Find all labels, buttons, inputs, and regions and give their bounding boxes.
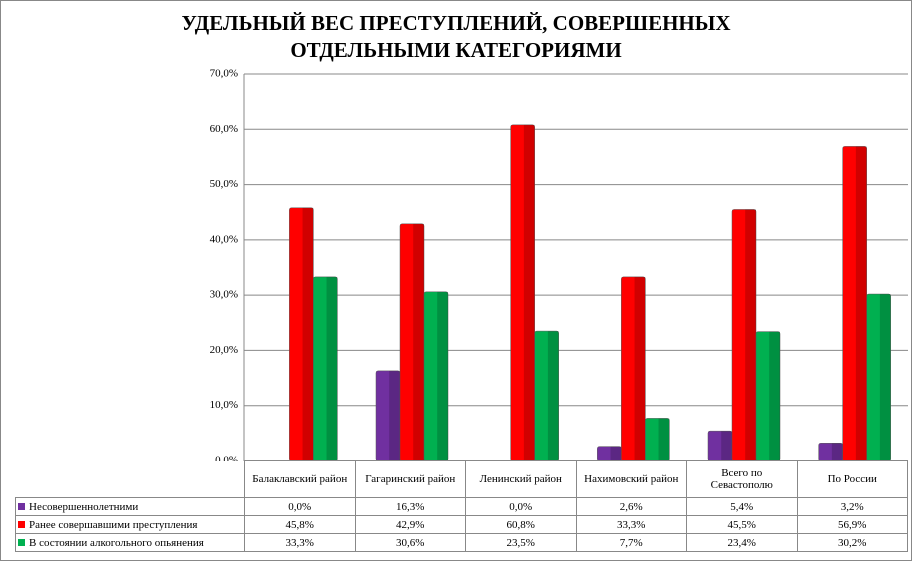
legend-label: Ранее совершавшими преступления	[29, 518, 198, 531]
bar-shade	[302, 207, 314, 461]
chart-title: ОТДЕЛЬНЫМИ КАТЕГОРИЯМИ	[290, 38, 621, 62]
legend-key	[18, 502, 25, 510]
legend-key	[18, 538, 25, 546]
data-table: Балаклавский район Гагаринский район Ленин…	[15, 460, 908, 552]
x-tick-label: Ленинский район	[465, 460, 577, 498]
series-row: Ранее совершавшими преступления 45,8% 42,9…	[15, 515, 908, 534]
bar-shade	[389, 370, 400, 461]
value-label: 33,3%	[244, 533, 356, 552]
value-label: 30,2%	[796, 533, 908, 552]
value-label: 7,7%	[575, 533, 687, 552]
bar-shade	[658, 418, 670, 461]
y-tick-label: 50,0%	[210, 178, 238, 190]
bar-shade	[413, 223, 424, 461]
legend-label: В состоянии алкогольного опьянения	[29, 536, 204, 549]
x-tick-label: По России	[796, 460, 908, 498]
series-row: В состоянии алкогольного опьянения 33,3% 3…	[15, 533, 908, 552]
value-label: 0,0%	[244, 497, 356, 516]
y-tick-label: 60,0%	[210, 123, 238, 135]
value-label: 33,3%	[575, 515, 687, 534]
series-row: Несовершеннолетними 0,0% 16,3% 0,0% 2,6% 5,4%…	[15, 497, 908, 516]
legend-entry: В состоянии алкогольного опьянения	[15, 533, 245, 552]
value-label: 30,6%	[354, 533, 466, 552]
x-tick-label: Всего по Севастополю	[686, 460, 798, 498]
bar-shade	[721, 431, 732, 461]
value-label: 3,2%	[796, 497, 908, 516]
plot: УДЕЛЬНЫЙ ВЕС ПРЕСТУПЛЕНИЙ, СОВЕРШЕННЫХ О…	[181, 11, 908, 461]
value-label: 60,8%	[465, 515, 577, 534]
bar	[755, 331, 781, 461]
legend-label: Несовершеннолетними	[29, 500, 139, 513]
value-label: 2,6%	[575, 497, 687, 516]
y-tick-label: 70,0%	[210, 68, 238, 80]
corner	[15, 460, 245, 498]
value-label: 23,4%	[686, 533, 798, 552]
x-tick-label: Гагаринский район	[354, 460, 466, 498]
bar-shade	[855, 146, 867, 461]
y-tick-label: 10,0%	[210, 399, 238, 411]
value-label: 56,9%	[796, 515, 908, 534]
bar-shade	[326, 276, 338, 461]
legend-key	[18, 520, 25, 528]
bar	[510, 124, 535, 461]
bar-shade	[769, 331, 780, 461]
bar-shade	[879, 294, 891, 461]
value-label: 45,5%	[686, 515, 798, 534]
bar	[423, 291, 449, 461]
chart-title: УДЕЛЬНЫЙ ВЕС ПРЕСТУПЛЕНИЙ, СОВЕРШЕННЫХ	[181, 11, 730, 35]
legend-entry: Ранее совершавшими преступления	[15, 515, 245, 534]
value-label: 42,9%	[354, 515, 466, 534]
y-tick-label: 40,0%	[210, 233, 238, 245]
bar-shade	[745, 209, 756, 461]
bar-shade	[523, 124, 535, 461]
y-tick-label: 30,0%	[210, 289, 238, 301]
x-tick-label: Нахимовский район	[575, 460, 687, 498]
bar	[866, 293, 891, 461]
value-label: 16,3%	[354, 497, 466, 516]
bar	[534, 330, 559, 461]
legend-entry: Несовершеннолетними	[15, 497, 245, 516]
value-label: 5,4%	[686, 497, 798, 516]
bar-shade	[437, 291, 448, 461]
header-row: Балаклавский район Гагаринский район Ленин…	[15, 460, 908, 498]
x-tick-label: Балаклавский район	[244, 460, 356, 498]
bar-shade	[610, 446, 622, 461]
value-label: 0,0%	[465, 497, 577, 516]
y-tick-label: 0,0%	[215, 455, 238, 461]
bar-shade	[831, 443, 843, 461]
value-label: 23,5%	[465, 533, 577, 552]
bar-shade	[634, 276, 646, 461]
bar-shade	[547, 331, 559, 461]
y-tick-label: 20,0%	[210, 344, 238, 356]
value-label: 45,8%	[244, 515, 356, 534]
